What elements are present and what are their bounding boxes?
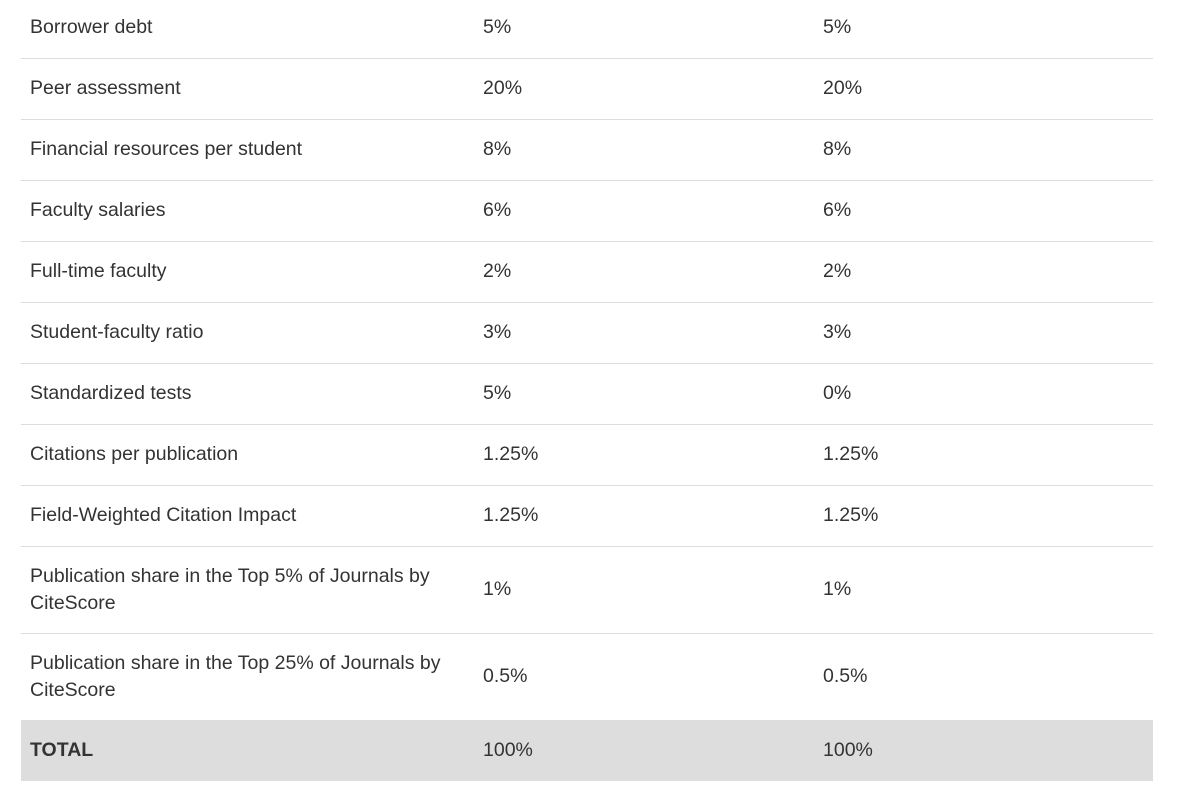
row-label: Faculty salaries <box>21 180 474 242</box>
row-label: Financial resources per student <box>21 119 474 181</box>
table-row: Full-time faculty 2% 2% <box>21 241 1153 303</box>
weight-cell: 1.25% <box>474 424 814 486</box>
weight-cell: 100% <box>474 720 814 781</box>
weight-cell: 1.25% <box>474 485 814 547</box>
weight-cell: 20% <box>814 58 1153 120</box>
table-row: Citations per publication 1.25% 1.25% <box>21 424 1153 486</box>
weight-cell: 3% <box>474 302 814 364</box>
table-row: Financial resources per student 8% 8% <box>21 119 1153 181</box>
weight-cell: 0.5% <box>474 633 814 721</box>
weight-cell: 8% <box>814 119 1153 181</box>
weight-cell: 6% <box>814 180 1153 242</box>
weight-cell: 1% <box>814 546 1153 634</box>
row-label: Borrower debt <box>21 0 474 59</box>
table-row: Faculty salaries 6% 6% <box>21 180 1153 242</box>
weight-cell: 5% <box>474 0 814 59</box>
row-label: Peer assessment <box>21 58 474 120</box>
table-body: Borrower debt 5% 5% Peer assessment 20% 20% Fi… <box>21 0 1153 781</box>
table-row: Publication share in the Top 25% of Jour… <box>21 633 1153 721</box>
row-label: Field-Weighted Citation Impact <box>21 485 474 547</box>
weight-cell: 20% <box>474 58 814 120</box>
weight-cell: 5% <box>474 363 814 425</box>
row-label: TOTAL <box>21 720 474 781</box>
row-label: Full-time faculty <box>21 241 474 303</box>
weight-cell: 6% <box>474 180 814 242</box>
table-row: Publication share in the Top 5% of Journ… <box>21 546 1153 634</box>
weight-cell: 2% <box>814 241 1153 303</box>
weight-cell: 0.5% <box>814 633 1153 721</box>
row-label: Standardized tests <box>21 363 474 425</box>
weight-cell: 0% <box>814 363 1153 425</box>
weight-cell: 1.25% <box>814 424 1153 486</box>
weight-cell: 5% <box>814 0 1153 59</box>
weight-cell: 1.25% <box>814 485 1153 547</box>
table-row: Field-Weighted Citation Impact 1.25% 1.25% <box>21 485 1153 547</box>
weights-table: Borrower debt 5% 5% Peer assessment 20% 20% Fi… <box>21 0 1153 781</box>
table-row: Borrower debt 5% 5% <box>21 0 1153 59</box>
weight-cell: 8% <box>474 119 814 181</box>
weight-cell: 3% <box>814 302 1153 364</box>
weight-cell: 2% <box>474 241 814 303</box>
row-label: Publication share in the Top 5% of Journ… <box>21 546 474 634</box>
row-label: Citations per publication <box>21 424 474 486</box>
table-row: Peer assessment 20% 20% <box>21 58 1153 120</box>
table-row: Student-faculty ratio 3% 3% <box>21 302 1153 364</box>
total-row: TOTAL 100% 100% <box>21 720 1153 781</box>
row-label: Publication share in the Top 25% of Jour… <box>21 633 474 721</box>
weight-cell: 1% <box>474 546 814 634</box>
row-label: Student-faculty ratio <box>21 302 474 364</box>
weight-cell: 100% <box>814 720 1153 781</box>
table-row: Standardized tests 5% 0% <box>21 363 1153 425</box>
